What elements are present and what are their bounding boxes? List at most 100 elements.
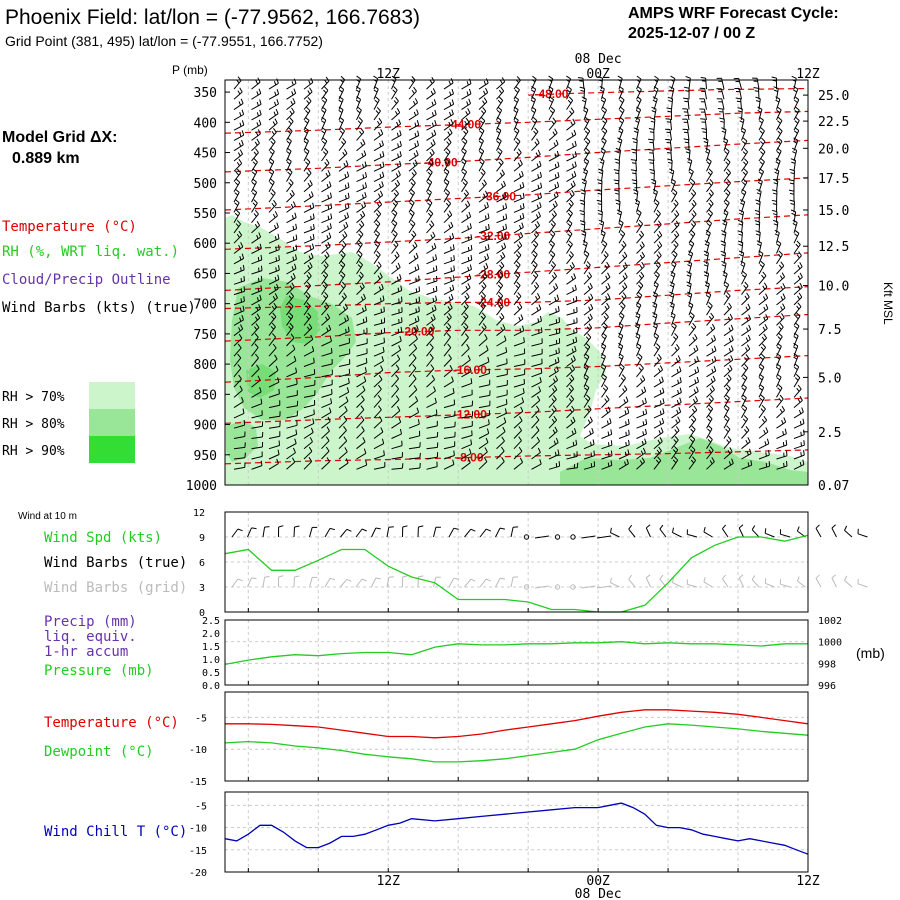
wind-barb-flag — [693, 405, 698, 411]
wind-barb — [531, 240, 539, 254]
wind-barb-flag — [793, 342, 799, 347]
wind-barb — [634, 199, 640, 213]
wind-barb-flag — [568, 202, 572, 207]
wind-barb-staff — [758, 286, 768, 295]
station-title: Phoenix Field: lat/lon = (-77.9562, 166.… — [5, 6, 420, 29]
wind-barb-flag — [485, 437, 489, 443]
wind-barb-staff — [303, 150, 310, 162]
wind-barb-flag — [572, 355, 576, 361]
wind-barb-flag — [740, 130, 745, 134]
wind-barb-flag — [571, 189, 575, 195]
wind-barb-flag — [754, 90, 759, 92]
wind-barb-flag — [721, 243, 726, 247]
wind-barb-flag — [622, 240, 627, 246]
wind-barb-flag — [409, 192, 414, 196]
wind-barb-staff — [251, 152, 259, 162]
wind-barb-flag — [554, 359, 557, 364]
true-wind-barb — [355, 528, 363, 538]
wind-barb-flag — [727, 436, 732, 441]
wind-barb-flag — [254, 209, 259, 215]
wind-at-10m-label: Wind at 10 m — [18, 511, 77, 522]
wind-barb — [699, 98, 707, 110]
wind-barb — [426, 119, 437, 131]
wind-barb-flag — [554, 451, 557, 456]
wind-barb — [443, 284, 455, 296]
wind-barb-staff — [268, 404, 280, 409]
wind-barb-flag — [572, 441, 575, 446]
wind-barb-flag — [600, 233, 605, 237]
wind-barb — [251, 364, 260, 378]
wind-barb-flag — [649, 131, 654, 133]
wind-barb-flag — [602, 106, 607, 111]
wind-barb — [461, 333, 469, 347]
wind-barb-staff — [338, 296, 347, 306]
wind-barb-staff — [566, 398, 575, 408]
wind-barb-flag — [744, 281, 749, 287]
wind-barb-staff — [408, 124, 419, 131]
wind-barb — [443, 221, 454, 234]
wind-barb — [391, 219, 398, 234]
wind-barb — [636, 342, 642, 357]
wind-barb-flag — [636, 96, 642, 101]
wind-barb-flag — [709, 189, 714, 194]
wind-barb-flag — [763, 316, 766, 321]
wind-barb-staff — [548, 310, 560, 316]
wind-barb — [391, 440, 403, 450]
wind-barb — [776, 127, 783, 141]
wind-barb-flag — [377, 209, 382, 215]
wind-barb — [478, 457, 488, 470]
wind-barb-flag — [775, 99, 780, 103]
wind-barb-flag — [745, 425, 750, 431]
wind-barb — [391, 151, 402, 162]
wind-barb-staff — [513, 440, 522, 450]
wind-barb-flag — [755, 223, 760, 226]
wind-barb — [754, 220, 761, 233]
wind-barb-flag — [670, 270, 676, 275]
wind-barb-flag — [453, 255, 455, 261]
wind-barb — [671, 210, 680, 224]
wind-barb-flag — [310, 215, 312, 220]
wind-barb-flag — [395, 96, 399, 102]
wind-barb-staff — [618, 434, 630, 439]
wind-barb — [758, 127, 765, 141]
wind-barb — [566, 284, 577, 296]
wind-barb — [513, 222, 524, 234]
wind-barb-staff — [461, 103, 471, 111]
wind-barb — [548, 161, 560, 172]
wind-barb-flag — [652, 322, 658, 326]
wind-barb-flag — [572, 298, 575, 303]
wind-barb-staff — [443, 404, 455, 409]
wind-barb — [723, 158, 731, 172]
wind-barb-flag — [290, 275, 294, 280]
wind-barb-flag — [271, 189, 276, 194]
wind-barb-flag — [448, 224, 451, 229]
wind-barb — [757, 106, 763, 121]
wind-barb-flag — [363, 201, 367, 207]
wind-barb — [741, 303, 751, 316]
wind-barb-staff — [653, 255, 662, 265]
wind-barb-staff — [233, 114, 244, 121]
wind-barb — [758, 303, 769, 316]
wind-barb-flag — [791, 161, 796, 164]
wind-barb — [793, 85, 799, 100]
wind-barb-flag — [766, 438, 770, 444]
wind-barb-flag — [322, 274, 327, 279]
wind-barb-flag — [619, 366, 624, 371]
wind-barb-flag — [710, 394, 714, 400]
wind-barb-flag — [575, 336, 578, 342]
wind-barb-flag — [520, 231, 524, 237]
true-wind-barb — [340, 528, 348, 538]
wind-barb-staff — [741, 318, 751, 326]
wind-barb-staff — [513, 373, 525, 378]
wind-barb — [408, 188, 416, 203]
wind-barb-flag — [306, 302, 311, 307]
wind-barb — [513, 231, 524, 244]
wind-barb-staff — [321, 207, 332, 213]
wind-barb — [496, 324, 506, 337]
wind-barb — [653, 241, 663, 254]
wind-barb-staff — [776, 465, 788, 470]
wind-barb-flag — [694, 379, 697, 384]
wind-barb — [478, 127, 485, 141]
wind-barb-flag — [414, 396, 419, 402]
wind-barb-staff — [233, 192, 240, 203]
